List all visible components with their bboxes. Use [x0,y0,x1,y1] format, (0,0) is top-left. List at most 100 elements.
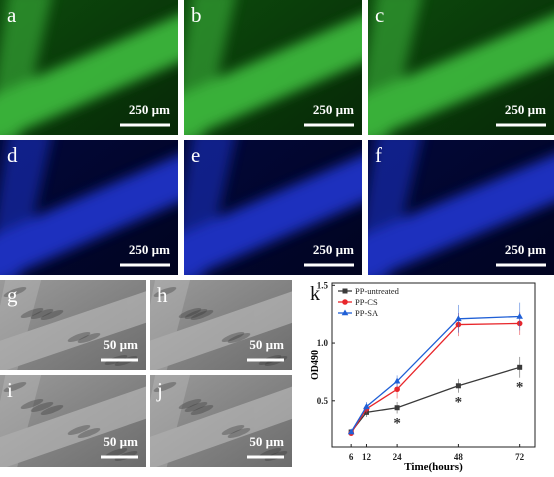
fiber [184,140,236,275]
cell [67,425,91,435]
panel-label: b [191,3,202,27]
micrograph [0,0,178,135]
cell [104,448,128,458]
panel-label: f [375,143,382,167]
fiber [0,140,52,275]
fiber [368,15,554,135]
significance-mark: * [455,395,463,411]
cell [153,382,177,392]
fiber [150,375,191,467]
scale-bar-label: 250 µm [505,102,546,117]
fibers [0,280,146,370]
fiber [184,0,236,135]
panel-label: d [7,143,18,167]
fibers [0,0,178,135]
scale-bar-label: 250 µm [505,242,546,257]
y-tick-label: 0.5 [317,396,329,406]
cell [184,402,208,412]
fiber [184,155,362,275]
scale-bar-label: 50 µm [103,337,138,352]
micrograph [0,375,146,467]
marker [394,405,400,411]
cell [3,287,27,297]
cell [178,308,202,318]
y-axis-label: OD490 [310,350,321,380]
marker [517,364,523,370]
marker [394,386,400,393]
cell [40,405,64,415]
scale-bar-label: 250 µm [313,242,354,257]
scale-bar-label: 250 µm [129,102,170,117]
marker [342,299,348,305]
marker [342,288,348,294]
fiber [0,0,52,135]
y-tick-label: 1.0 [317,338,329,348]
panel-label: i [7,378,13,402]
fibers [0,375,146,467]
micrograph [0,140,178,275]
micrograph [0,280,146,370]
cell [178,399,202,409]
cell [30,309,54,319]
fiber [150,386,292,467]
fiber [0,386,146,467]
x-tick-label: 6 [349,452,354,462]
fiber [150,291,292,370]
fiber [0,155,178,275]
cell [77,428,101,438]
legend-label: PP-untreated [355,286,400,296]
cell [227,428,251,438]
fiber [368,0,422,135]
cell [20,308,44,318]
cell [20,399,44,409]
fibers [0,140,178,275]
cell [190,405,214,415]
fiber [0,280,42,370]
fiber [0,375,42,467]
panel-label: k [310,283,320,305]
panel-label: g [7,283,18,307]
scale-bar-label: 50 µm [249,337,284,352]
y-tick-label: 1.5 [317,280,329,290]
plot-frame [331,282,536,448]
fiber [368,155,554,275]
fibers [368,0,554,135]
fibers [150,375,292,467]
x-tick-label: 12 [362,452,372,462]
fiber [0,15,178,135]
micrograph [184,140,362,275]
series-line [350,322,520,434]
marker [363,403,370,409]
fiber [0,291,146,370]
panel-label: e [191,143,200,167]
micrograph [368,140,554,275]
fiber [368,140,422,275]
marker [393,377,401,384]
marker [455,383,461,389]
legend-label: PP-SA [355,308,379,318]
cell [77,333,101,343]
x-tick-label: 72 [515,452,525,462]
micrograph [150,280,292,370]
scale-bar-label: 250 µm [129,242,170,257]
series-line [350,315,520,433]
fibers [368,140,554,275]
cell [221,425,245,435]
fibers [184,140,362,275]
cell [190,310,214,320]
significance-mark: * [393,416,401,432]
cell [258,448,282,458]
cell [221,332,245,342]
panel-label: c [375,3,384,27]
marker [455,315,462,322]
marker [341,309,349,316]
cell [227,333,251,343]
cell [184,309,208,319]
series-line [350,366,520,433]
micrograph [150,375,292,467]
fiber [184,15,362,135]
significance-mark: * [516,380,524,396]
scale-bar-label: 50 µm [249,434,284,449]
micrograph [184,0,362,135]
